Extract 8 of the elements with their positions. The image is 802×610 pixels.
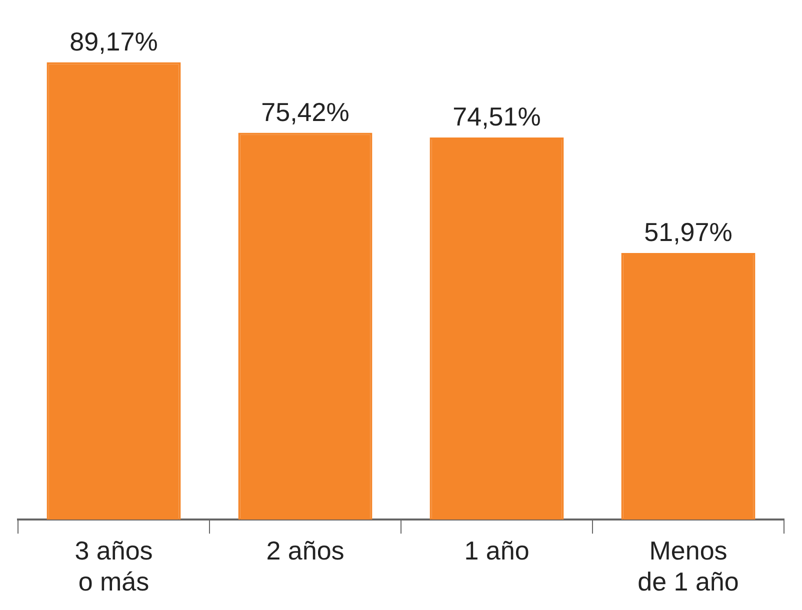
data-label: 75,42% — [261, 96, 350, 127]
data-label: 74,51% — [452, 102, 541, 132]
data-label: 89,17% — [70, 26, 158, 56]
x-tick-label: Menos de 1 año — [638, 535, 739, 597]
x-tick-label: 1 año — [464, 535, 530, 566]
x-tick-label: 3 años o más — [74, 535, 153, 597]
x-tick-label: 2 años — [266, 535, 344, 566]
data-label: 51,97% — [644, 217, 732, 248]
